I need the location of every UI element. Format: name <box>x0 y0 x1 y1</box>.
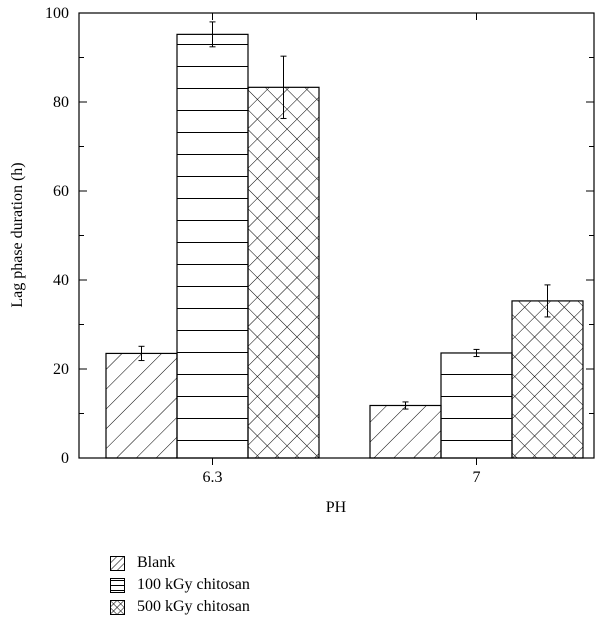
bar-crosshatch-1 <box>511 300 584 459</box>
axis-ticks-layer <box>79 12 594 465</box>
y-tick-label: 100 <box>45 5 69 22</box>
legend-swatch-horizontal <box>110 577 125 593</box>
bar-diagonal-0 <box>105 352 178 459</box>
bar-crosshatch-0 <box>247 86 320 459</box>
legend: Blank 100 kGy chitosan 500 kGy chitosan <box>110 552 250 618</box>
legend-item-100kgy: 100 kGy chitosan <box>110 574 250 596</box>
y-tick-label: 20 <box>53 361 69 378</box>
legend-swatch-crosshatch <box>110 599 125 615</box>
axis-labels-layer: 6.3 7 0 20 40 60 80 100 <box>45 5 481 486</box>
bar-chart: 6.3 7 0 20 40 60 80 100 PH Lag phase duration (… <box>9 5 595 516</box>
bar-diagonal-1 <box>369 404 442 459</box>
bar-horizontal-0 <box>176 33 249 459</box>
y-tick-label: 0 <box>61 450 69 467</box>
y-tick-label: 60 <box>53 183 69 200</box>
x-tick-label: 6.3 <box>203 469 223 486</box>
bars-layer <box>105 33 584 459</box>
x-tick-label: 7 <box>473 469 481 486</box>
legend-label: 100 kGy chitosan <box>137 576 250 593</box>
legend-item-blank: Blank <box>110 552 250 574</box>
error-bars-layer <box>138 21 551 410</box>
legend-label: Blank <box>137 554 176 571</box>
x-axis-label: PH <box>326 499 347 516</box>
bar-horizontal-1 <box>440 352 513 459</box>
legend-swatch-diagonal <box>110 555 125 571</box>
legend-item-500kgy: 500 kGy chitosan <box>110 596 250 618</box>
legend-label: 500 kGy chitosan <box>137 598 250 615</box>
y-axis-label: Lag phase duration (h) <box>9 162 26 307</box>
y-tick-label: 80 <box>53 94 69 111</box>
y-tick-label: 40 <box>53 272 69 289</box>
